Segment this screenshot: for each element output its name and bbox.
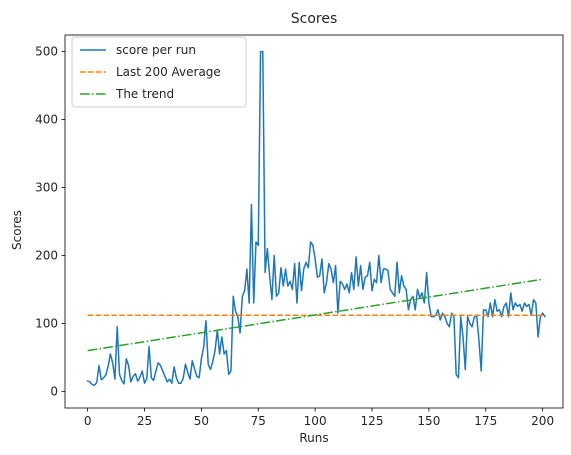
x-tick-label: 125 — [361, 414, 384, 428]
x-axis: 0 25 50 75 100 125 150 175 200 — [84, 408, 554, 428]
x-tick-label: 25 — [137, 414, 152, 428]
x-tick-label: 100 — [304, 414, 327, 428]
legend: score per run Last 200 Average The trend — [71, 36, 247, 108]
chart-title: Scores — [291, 11, 338, 27]
x-tick-label: 200 — [531, 414, 554, 428]
x-tick-label: 50 — [194, 414, 209, 428]
plot-frame — [64, 34, 564, 409]
legend-label-3: The trend — [115, 87, 174, 101]
x-tick-label: 75 — [251, 414, 266, 428]
x-tick-label: 150 — [417, 414, 440, 428]
legend-label-2: Last 200 Average — [116, 65, 221, 79]
y-tick-label: 200 — [35, 248, 58, 262]
x-tick-label: 0 — [84, 414, 92, 428]
y-tick-label: 300 — [35, 181, 58, 195]
y-tick-label: 0 — [50, 384, 58, 398]
x-axis-label: Runs — [299, 431, 328, 445]
legend-label-1: score per run — [116, 43, 196, 57]
y-tick-label: 500 — [35, 45, 58, 59]
plot-area — [64, 34, 564, 409]
y-axis: 0 100 200 300 400 500 — [35, 45, 65, 398]
x-tick-label: 175 — [474, 414, 497, 428]
series-line-3 — [87, 278, 543, 352]
y-axis-label: Scores — [10, 210, 24, 250]
series-line-1 — [86, 50, 546, 386]
legend-box — [71, 36, 247, 108]
y-tick-label: 400 — [35, 113, 58, 127]
y-tick-label: 100 — [35, 316, 58, 330]
